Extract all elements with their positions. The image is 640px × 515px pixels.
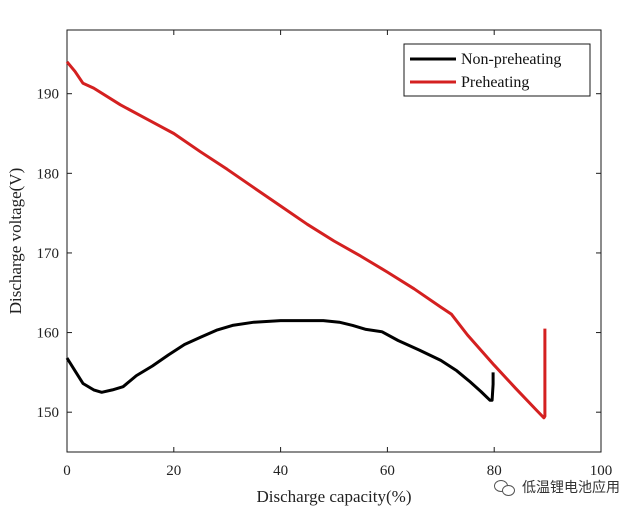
y-tick-label: 170: [37, 246, 60, 262]
series-line-preheating: [65, 60, 547, 420]
y-tick-label: 150: [37, 405, 60, 421]
y-axis-ticks: 150 160 170 180 190: [37, 87, 601, 421]
y-tick-label: 180: [37, 166, 60, 182]
y-tick-label: 190: [37, 87, 60, 103]
legend-label-non-preheating: Non-preheating: [461, 51, 561, 68]
x-tick-label: 100: [590, 463, 613, 479]
x-tick-label: 40: [273, 463, 288, 479]
legend: Non-preheating Preheating: [403, 43, 591, 97]
x-axis-ticks: 0 20 40 60 80 100: [63, 30, 612, 479]
x-tick-label: 20: [166, 463, 181, 479]
x-tick-label: 0: [63, 463, 71, 479]
watermark: 低温锂电池应用: [492, 477, 622, 497]
watermark-text: 低温锂电池应用: [522, 480, 620, 496]
legend-label-preheating: Preheating: [461, 74, 529, 91]
legend-box: [403, 43, 591, 97]
series-lines: [65, 60, 547, 420]
x-tick-label: 60: [380, 463, 395, 479]
y-tick-label: 160: [37, 326, 60, 342]
wechat-icon: [494, 479, 516, 496]
series-line-non-preheating: [65, 319, 495, 402]
y-axis-title: Discharge voltage(V): [6, 168, 25, 315]
x-axis-title: Discharge capacity(%): [257, 487, 412, 506]
x-tick-label: 80: [487, 463, 502, 479]
